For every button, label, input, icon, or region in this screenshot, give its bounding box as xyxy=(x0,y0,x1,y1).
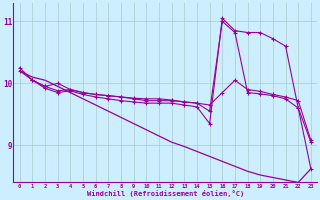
X-axis label: Windchill (Refroidissement éolien,°C): Windchill (Refroidissement éolien,°C) xyxy=(87,190,244,197)
